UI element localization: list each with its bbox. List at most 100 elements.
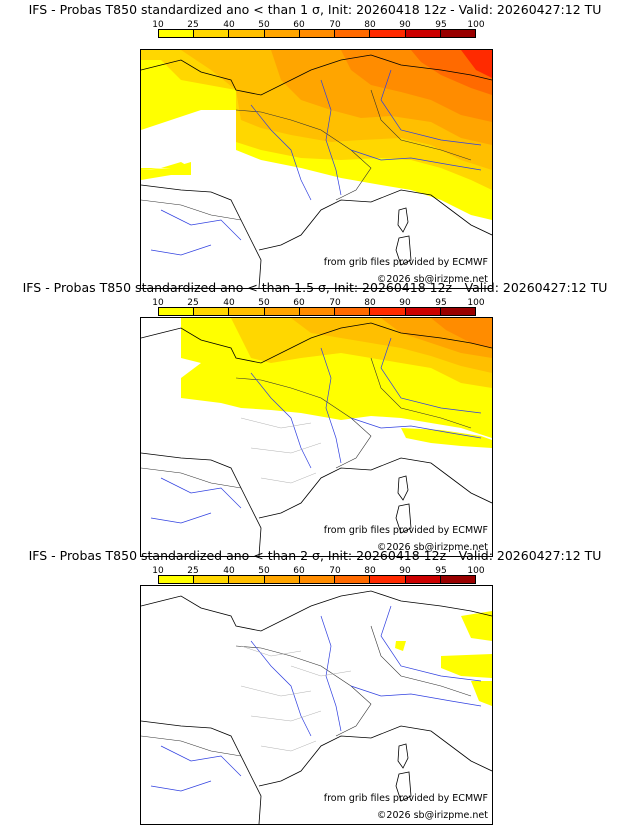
scale-tick-label: 10 xyxy=(152,566,164,576)
scale-cell xyxy=(440,308,475,315)
scale-cell xyxy=(405,308,441,315)
scale-tick-label: 70 xyxy=(329,566,341,576)
island-sardinia xyxy=(395,771,412,802)
panel-title: IFS - Probas T850 standardized ano < tha… xyxy=(28,548,602,563)
river xyxy=(380,69,482,146)
coastline xyxy=(141,54,492,96)
scale-tick-label: 25 xyxy=(187,298,199,308)
scale-tick-label: 95 xyxy=(435,566,447,576)
coastline xyxy=(258,189,492,251)
color-scale-bar xyxy=(158,29,476,38)
probability-map: from grib files provided by ECMWF ©2026 … xyxy=(140,585,493,825)
color-scale-labels: 10 25 40 50 60 70 80 90 95 100 xyxy=(0,566,630,576)
river xyxy=(350,685,482,707)
river xyxy=(150,780,212,792)
scale-tick-label: 80 xyxy=(364,298,376,308)
island-corsica xyxy=(397,475,409,501)
scale-tick-label: 95 xyxy=(435,298,447,308)
coastline xyxy=(141,590,492,632)
scale-cell xyxy=(405,30,441,37)
island-corsica xyxy=(397,743,409,769)
scale-cell xyxy=(159,576,195,583)
color-scale-bar xyxy=(158,307,476,316)
color-scale-bar xyxy=(158,575,476,584)
scale-cell xyxy=(440,576,475,583)
scale-cell xyxy=(335,576,371,583)
island-sardinia xyxy=(395,235,412,266)
scale-cell xyxy=(264,30,300,37)
scale-tick-label: 50 xyxy=(258,566,270,576)
scale-tick-label: 90 xyxy=(399,20,411,30)
scale-cell xyxy=(194,30,230,37)
scale-tick-label: 25 xyxy=(187,20,199,30)
river xyxy=(150,512,212,524)
map-canvas xyxy=(141,318,492,556)
river xyxy=(320,615,342,732)
map-canvas xyxy=(141,50,492,288)
prob-area-10 xyxy=(461,611,492,641)
scale-tick-label: 60 xyxy=(293,20,305,30)
data-source-credit: from grib files provided by ECMWF xyxy=(323,525,488,536)
river xyxy=(380,337,482,414)
scale-cell xyxy=(299,30,336,37)
coastline xyxy=(141,184,262,288)
scale-tick-label: 10 xyxy=(152,20,164,30)
river xyxy=(160,745,242,777)
coastline xyxy=(258,457,492,519)
scale-cell xyxy=(299,576,336,583)
scale-tick-label: 95 xyxy=(435,20,447,30)
border xyxy=(141,467,242,489)
copyright-credit: ©2026 sb@irizpme.net xyxy=(376,274,488,285)
border xyxy=(235,645,372,737)
scale-cell xyxy=(229,576,265,583)
river xyxy=(320,79,342,196)
island-sardinia xyxy=(395,503,412,534)
prob-area-10 xyxy=(395,641,406,651)
river xyxy=(320,347,342,464)
region-lines xyxy=(240,645,352,752)
color-scale-labels: 10 25 40 50 60 70 80 90 95 100 xyxy=(0,20,630,30)
scale-tick-label: 100 xyxy=(467,20,485,30)
map-panel-3: IFS - Probas T850 standardized ano < tha… xyxy=(0,548,630,825)
river xyxy=(380,605,482,682)
scale-cell xyxy=(194,308,230,315)
prob-area-10 xyxy=(401,428,492,448)
prob-area-80 xyxy=(461,50,492,78)
border xyxy=(370,357,472,429)
scale-cell xyxy=(335,30,371,37)
scale-tick-label: 60 xyxy=(293,298,305,308)
island-corsica xyxy=(397,207,409,233)
scale-tick-label: 40 xyxy=(223,298,235,308)
border xyxy=(235,377,372,469)
prob-area-10 xyxy=(471,681,492,706)
scale-tick-label: 50 xyxy=(258,20,270,30)
copyright-credit: ©2026 sb@irizpme.net xyxy=(376,810,488,821)
map-canvas xyxy=(141,590,492,824)
scale-tick-label: 80 xyxy=(364,20,376,30)
scale-tick-label: 80 xyxy=(364,566,376,576)
scale-cell xyxy=(264,308,300,315)
prob-area-60 xyxy=(431,318,492,348)
copyright-credit: ©2026 sb@irizpme.net xyxy=(376,542,488,553)
scale-cell xyxy=(370,308,406,315)
scale-cell xyxy=(405,576,441,583)
scale-tick-label: 40 xyxy=(223,566,235,576)
scale-tick-label: 90 xyxy=(399,298,411,308)
scale-cell xyxy=(159,30,195,37)
scale-cell xyxy=(229,30,265,37)
river xyxy=(250,640,312,737)
border xyxy=(235,109,372,201)
border xyxy=(370,89,472,161)
coastline xyxy=(141,720,262,824)
river xyxy=(350,149,482,171)
panel-title: IFS - Probas T850 standardized ano < tha… xyxy=(22,280,608,295)
color-scale-labels: 10 25 40 50 60 70 80 90 95 100 xyxy=(0,298,630,308)
scale-tick-label: 10 xyxy=(152,298,164,308)
coastline xyxy=(141,452,262,556)
scale-cell xyxy=(159,308,195,315)
data-source-credit: from grib files provided by ECMWF xyxy=(323,257,488,268)
scale-cell xyxy=(370,30,406,37)
map-panel-1: IFS - Probas T850 standardized ano < tha… xyxy=(0,2,630,289)
probability-map: from grib files provided by ECMWF ©2026 … xyxy=(140,317,493,557)
data-source-credit: from grib files provided by ECMWF xyxy=(323,793,488,804)
